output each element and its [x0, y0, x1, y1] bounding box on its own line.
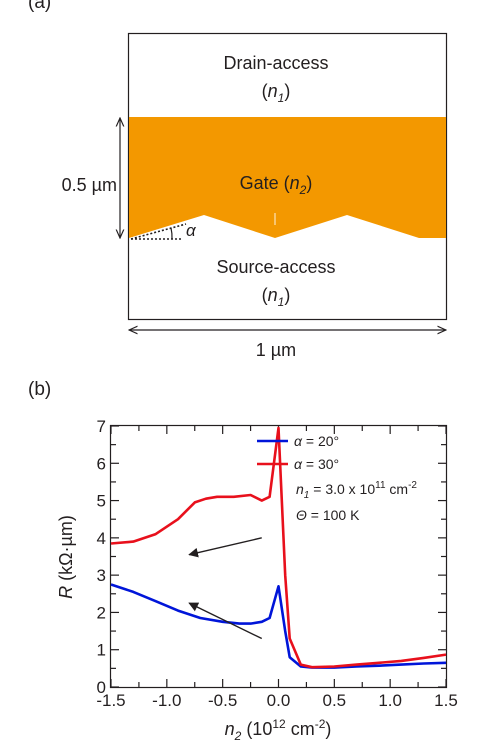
annotation-arrow-0 — [188, 537, 262, 558]
height-dimension-label: 0.5 µm — [62, 175, 117, 195]
legend-label-alpha-30: α = 30° — [294, 456, 339, 472]
x-tick-label: 0.0 — [267, 691, 291, 710]
legend-label-alpha-20: α = 20° — [294, 433, 339, 449]
y-axis-title: R (kΩ·µm) — [56, 515, 76, 599]
legend: α = 20° α = 30° — [257, 433, 339, 472]
annotation-layer — [188, 537, 263, 640]
x-axis-ticks: -1.5 -1.0 -0.5 0.0 0.5 1.0 1.5 — [96, 426, 458, 710]
y-tick-label: 1 — [97, 641, 106, 660]
series-layer — [110, 426, 447, 669]
x-tick-label: 0.5 — [323, 691, 347, 710]
series-line-0 — [110, 583, 447, 669]
angle-arc — [170, 227, 173, 240]
y-tick-label: 6 — [97, 454, 106, 473]
width-dimension-label: 1 µm — [256, 340, 296, 360]
x-tick-label: -1.5 — [96, 691, 125, 710]
x-tick-label: 1.5 — [434, 691, 458, 710]
panel-b: (b) -1.5 -1.0 -0.5 0.0 0.5 1.0 1.5 0 1 2 3 4 5 6 7 n2… — [28, 379, 458, 743]
panel-a-label: (a) — [28, 0, 51, 13]
y-tick-label: 0 — [97, 678, 106, 697]
y-tick-label: 7 — [97, 417, 106, 436]
panel-b-label: (b) — [28, 379, 51, 400]
y-tick-label: 4 — [97, 529, 106, 548]
x-tick-label: -1.0 — [152, 691, 181, 710]
x-tick-label: -0.5 — [208, 691, 237, 710]
y-tick-label: 3 — [97, 566, 106, 585]
y-tick-label: 5 — [97, 492, 106, 511]
angle-label: α — [186, 221, 197, 240]
drain-access-label: Drain-access — [223, 53, 328, 73]
source-density-label: (n1) — [262, 285, 291, 309]
source-access-label: Source-access — [216, 257, 335, 277]
gate-label: Gate (n2) — [240, 173, 313, 197]
angle-slope — [130, 223, 187, 240]
gate-region — [129, 117, 446, 238]
panel-a: (a) α Drain-access (n1) Gate (n2) Source… — [28, 0, 448, 360]
annotation-arrow-1 — [188, 602, 263, 640]
n1-annotation: n1 = 3.0 x 1011 cm-2 — [296, 480, 417, 501]
drain-density-label: (n1) — [262, 81, 291, 105]
theta-annotation: Θ = 100 K — [296, 507, 360, 523]
x-tick-label: 1.0 — [378, 691, 402, 710]
x-axis-title: n2 (1012 cm-2) — [225, 717, 332, 743]
series-line-1 — [110, 426, 447, 669]
plot-frame — [109, 424, 448, 689]
y-tick-label: 2 — [97, 603, 106, 622]
y-axis-ticks: 0 1 2 3 4 5 6 7 — [97, 417, 446, 697]
